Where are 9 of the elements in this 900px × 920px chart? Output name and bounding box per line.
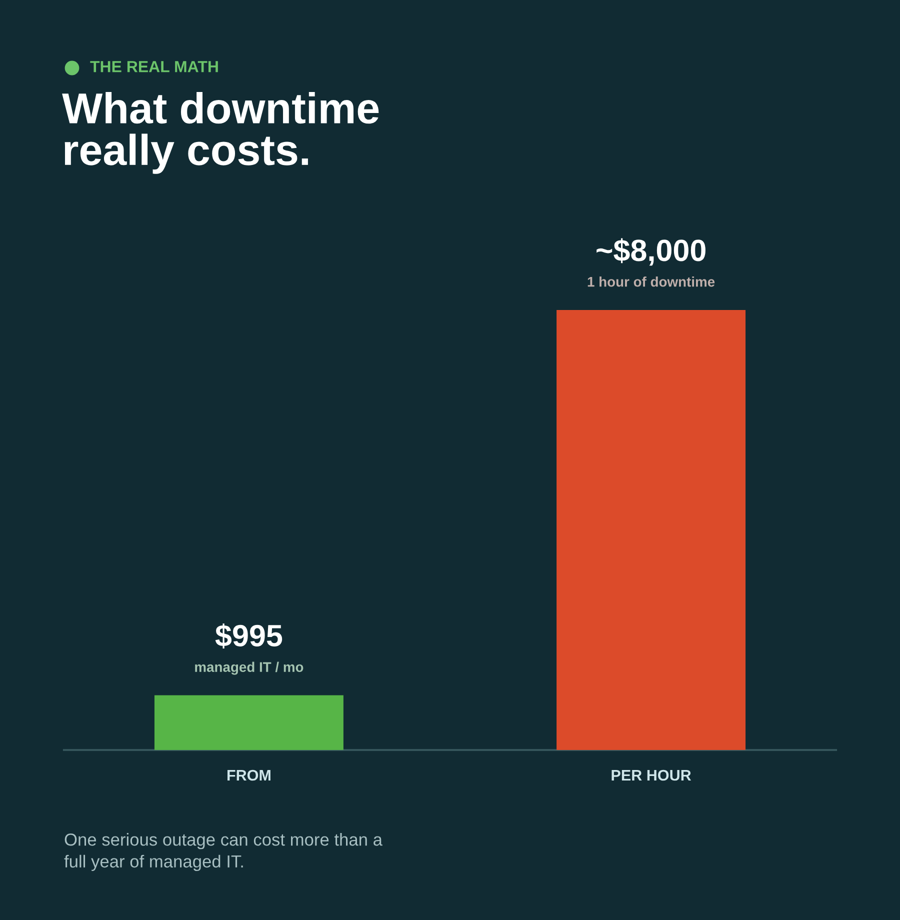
data-label: $995 <box>215 624 282 648</box>
annotation: managed IT / mo <box>195 662 304 675</box>
annotation: 1 hour of downtime <box>588 276 715 287</box>
x-tick-label: PER HOUR <box>612 770 692 781</box>
x-tick-label: FROM <box>227 770 270 781</box>
chart-title: What downtime really costs. <box>62 92 379 174</box>
chart-subtitle: THE REAL MATH <box>90 61 218 72</box>
data-label: ~$8,000 <box>596 238 706 266</box>
text: One serious outage can cost more than a full year of managed IT. <box>64 833 382 872</box>
